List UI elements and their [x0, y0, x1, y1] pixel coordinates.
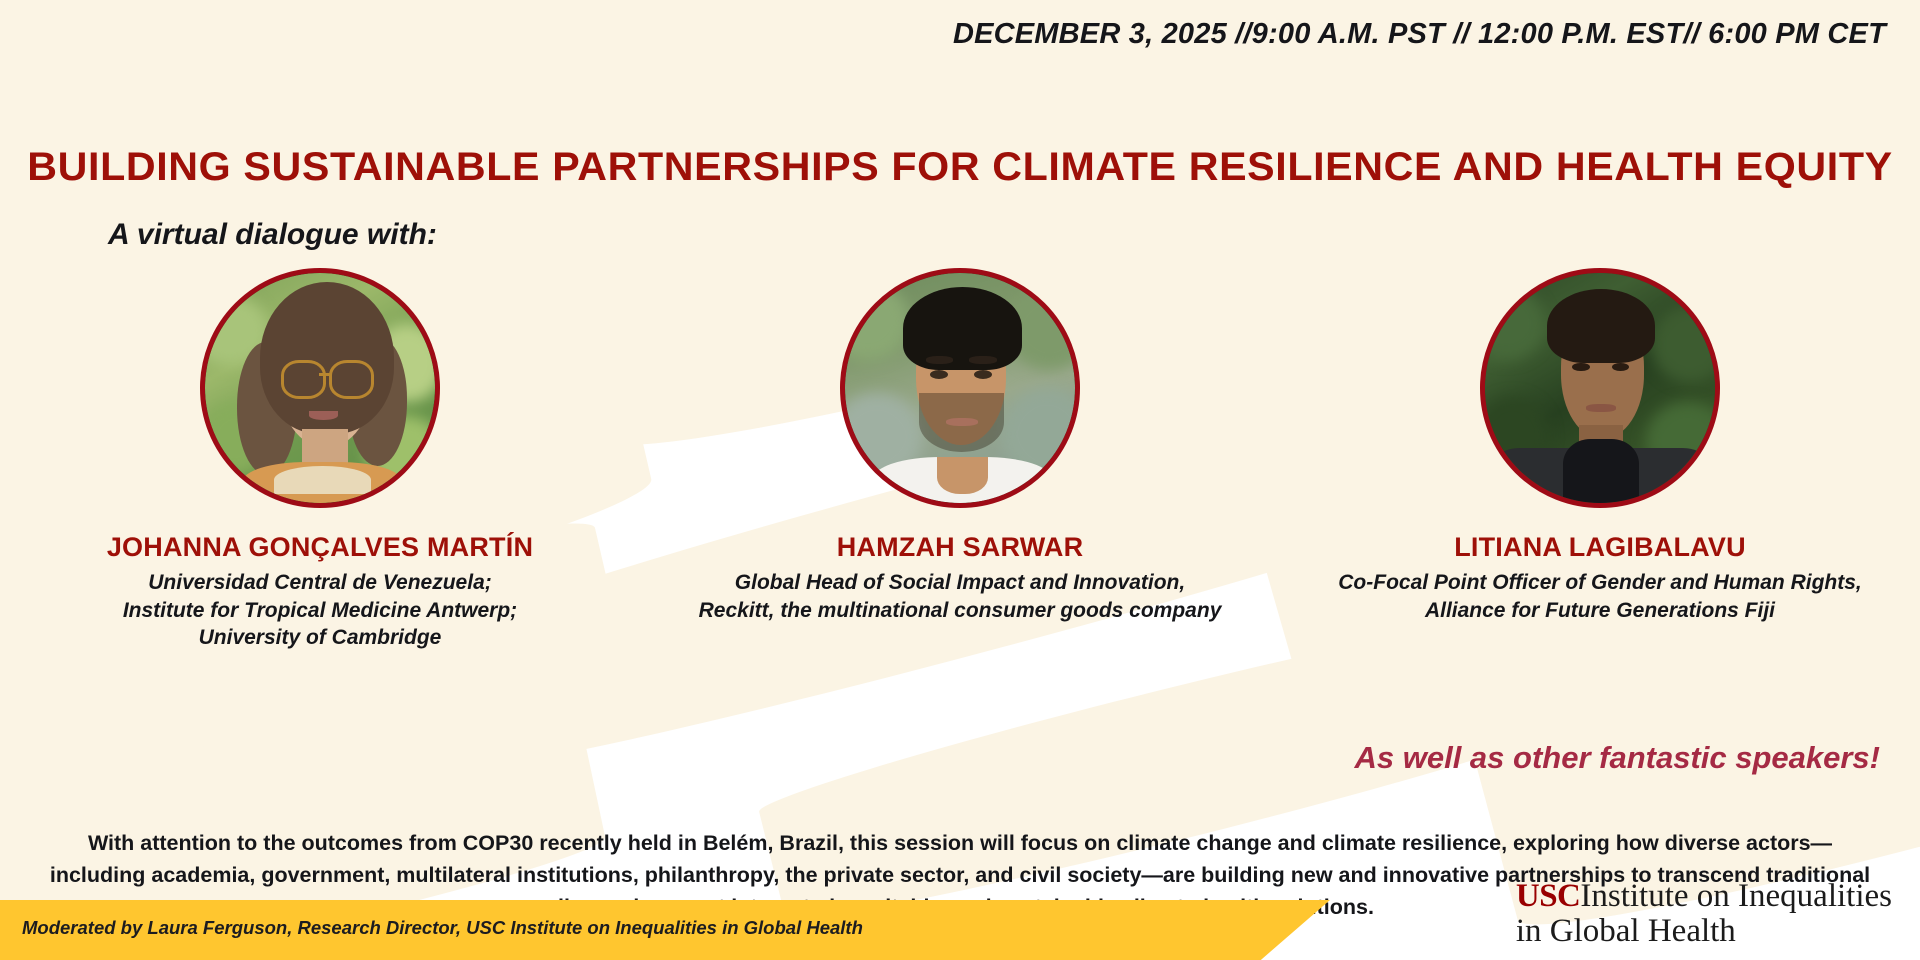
speaker-name: JOHANNA GONÇALVES MARTÍN — [106, 532, 534, 562]
avatar — [1480, 268, 1720, 508]
dialogue-kicker: A virtual dialogue with: — [108, 218, 437, 251]
avatar — [200, 268, 440, 508]
speaker-name: HAMZAH SARWAR — [836, 532, 1084, 562]
usc-institute-logo: USCInstitute on Inequalities in Global H… — [1516, 879, 1892, 948]
portrait-johanna-goncalves-martin-icon — [205, 273, 435, 503]
speaker-card: LITIANA LAGIBALAVU Co-Focal Point Office… — [1300, 268, 1900, 624]
speaker-list: JOHANNA GONÇALVES MARTÍN Universidad Cen… — [0, 268, 1920, 652]
speaker-affiliation: Global Head of Social Impact and Innovat… — [698, 571, 1222, 622]
portrait-litiana-lagibalavu-icon — [1485, 273, 1715, 503]
usc-logo-line2: in Global Health — [1515, 912, 1736, 949]
other-speakers-note: As well as other fantastic speakers! — [1354, 740, 1880, 775]
speaker-name: LITIANA LAGIBALAVU — [1454, 532, 1746, 562]
usc-wordmark: USC — [1515, 878, 1581, 915]
page-title: BUILDING SUSTAINABLE PARTNERSHIPS FOR CL… — [27, 144, 1893, 189]
speaker-card: JOHANNA GONÇALVES MARTÍN Universidad Cen… — [20, 268, 620, 652]
speaker-affiliation: Universidad Central de Venezuela; Instit… — [122, 571, 518, 650]
speaker-card: HAMZAH SARWAR Global Head of Social Impa… — [660, 268, 1260, 624]
moderator-banner: Moderated by Laura Ferguson, Research Di… — [0, 900, 1330, 960]
event-date-time: DECEMBER 3, 2025 //9:00 A.M. PST // 12:0… — [952, 18, 1886, 50]
portrait-hamzah-sarwar-icon — [845, 273, 1075, 503]
speaker-affiliation: Co-Focal Point Officer of Gender and Hum… — [1338, 571, 1862, 622]
event-description: With attention to the outcomes from COP3… — [49, 830, 1871, 920]
avatar — [840, 268, 1080, 508]
moderator-text: Moderated by Laura Ferguson, Research Di… — [22, 917, 863, 938]
usc-logo-line1: Institute on Inequalities — [1580, 878, 1892, 915]
